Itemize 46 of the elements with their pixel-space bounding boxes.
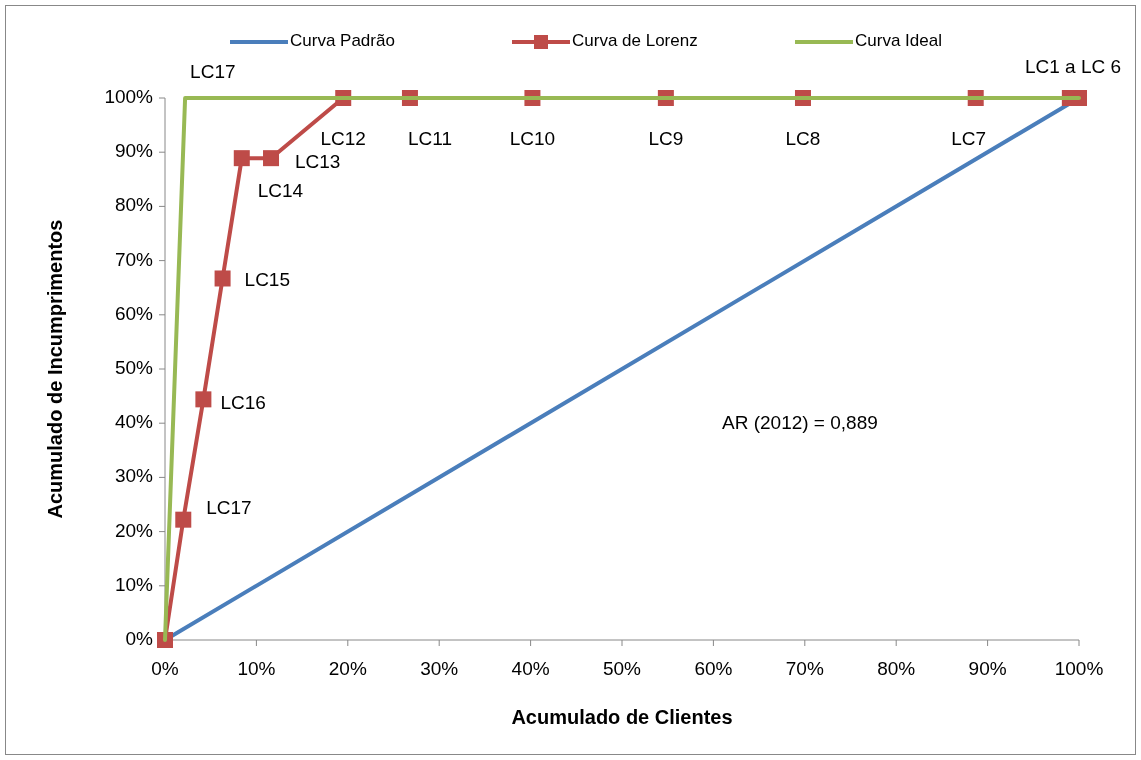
x-tick-label: 30% — [420, 658, 459, 679]
x-tick-label: 50% — [602, 658, 642, 679]
x-tick-label: 20% — [328, 658, 367, 679]
annotation: LC15 — [244, 268, 290, 290]
x-tick-label: 0% — [151, 658, 179, 679]
annotation: LC14 — [257, 180, 304, 202]
y-tick-label: 80% — [114, 194, 154, 216]
annotation: LC16 — [220, 392, 266, 414]
point — [263, 150, 280, 167]
x-tick-label: 90% — [968, 658, 1007, 679]
annotation: AR (2012) = 0,889 — [722, 412, 878, 434]
x-tick-label: 100% — [1054, 658, 1104, 679]
y-tick-label: 50% — [114, 357, 154, 379]
x-tick-label: 40% — [511, 658, 550, 679]
x-tick-label: 60% — [694, 658, 733, 679]
y-tick-label: 100% — [104, 86, 154, 108]
y-axis-title: Acumulado de Incumprimentos — [44, 219, 66, 519]
y-tick-label: 10% — [114, 573, 154, 595]
annotation: LC7 — [951, 128, 987, 150]
point — [195, 391, 212, 408]
annotation: LC17 — [206, 496, 252, 518]
point — [175, 511, 192, 528]
point — [233, 150, 250, 167]
y-tick-label: 60% — [114, 302, 154, 324]
y-tick-label: 20% — [114, 519, 154, 541]
y-tick-label: 70% — [114, 248, 154, 270]
annotation: LC1 a LC 6 — [1024, 56, 1122, 78]
annotation: LC8 — [785, 128, 821, 150]
annotation: LC11 — [407, 128, 452, 150]
y-tick-label: 0% — [125, 628, 154, 650]
y-tick-label: 30% — [114, 465, 154, 487]
x-axis-title: Acumulado de Clientes — [511, 706, 733, 728]
y-tick-label: 90% — [114, 140, 154, 162]
x-tick-label: 80% — [877, 658, 916, 679]
x-tick-label: 10% — [237, 658, 276, 679]
legend-label: Curva Ideal — [855, 31, 942, 51]
y-tick-label: 40% — [114, 411, 154, 433]
x-tick-label: 70% — [785, 658, 824, 679]
annotation: LC10 — [509, 128, 556, 150]
legend-label: Curva Padrão — [290, 31, 395, 51]
point — [214, 270, 231, 287]
annotation: LC17 — [190, 61, 236, 83]
annotation: LC9 — [648, 128, 684, 150]
legend-label: Curva de Lorenz — [572, 31, 698, 51]
annotation: LC13 — [295, 151, 341, 173]
annotation: LC12 — [320, 128, 366, 150]
